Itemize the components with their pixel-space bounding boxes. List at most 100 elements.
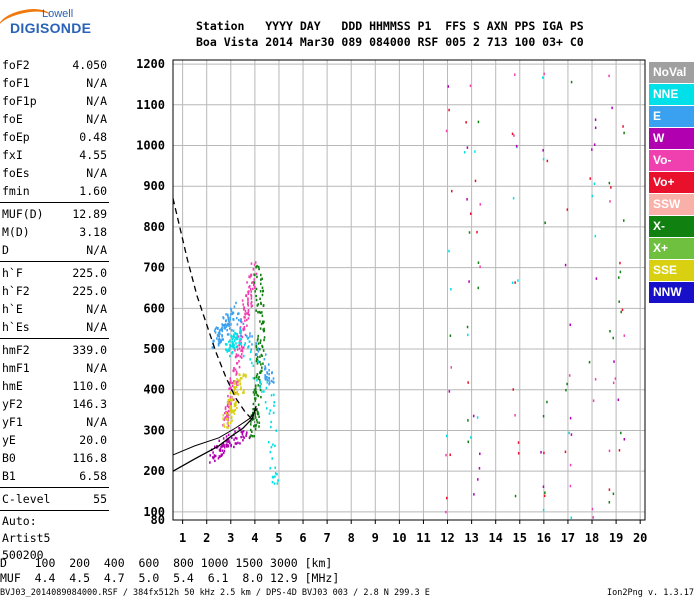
- echo-point: [472, 414, 475, 418]
- echo-point: [275, 429, 278, 432]
- echo-point: [233, 305, 236, 308]
- param-row: yF1 N/A: [0, 413, 113, 431]
- echo-point: [235, 301, 237, 305]
- param-row: MUF(D) 12.89: [0, 205, 113, 223]
- echo-point: [241, 430, 244, 434]
- echo-point: [247, 304, 250, 307]
- y-tick-label: 500: [143, 342, 165, 356]
- echo-point: [260, 395, 262, 399]
- echo-point: [255, 357, 258, 361]
- echo-point: [235, 337, 238, 341]
- echo-point: [254, 384, 257, 387]
- echo-point: [250, 300, 253, 304]
- echo-point: [236, 390, 239, 394]
- echo-point: [255, 298, 258, 302]
- param-row: foF2 4.050: [0, 56, 113, 74]
- echo-point: [251, 434, 254, 438]
- echo-point: [250, 414, 253, 417]
- echo-point: [253, 424, 256, 427]
- echo-point: [227, 349, 229, 352]
- echo-point: [254, 388, 256, 392]
- echo-point: [261, 286, 264, 289]
- echo-point: [247, 309, 250, 312]
- param-row: hmE 110.0: [0, 377, 113, 395]
- echo-point: [546, 159, 549, 163]
- muf-table: D 100 200 400 600 800 1000 1500 3000 [km…: [0, 556, 339, 586]
- echo-point: [263, 338, 265, 342]
- param-value: 225.0: [72, 266, 107, 280]
- echo-point: [217, 338, 220, 342]
- echo-point: [258, 415, 260, 418]
- echo-point: [223, 449, 226, 453]
- echo-point: [274, 444, 276, 448]
- echo-point: [467, 333, 469, 337]
- echo-point: [252, 377, 255, 380]
- param-value: N/A: [86, 112, 107, 126]
- echo-point: [251, 335, 253, 338]
- echo-point: [259, 282, 262, 286]
- echo-point: [234, 408, 237, 412]
- echo-point: [546, 400, 548, 404]
- echo-point: [591, 148, 593, 151]
- echo-point: [227, 409, 230, 413]
- param-key: M(D): [2, 225, 30, 239]
- echo-point: [259, 311, 262, 315]
- echo-point: [231, 338, 234, 341]
- echo-point: [239, 327, 241, 330]
- echo-point: [231, 419, 233, 422]
- echo-point: [218, 329, 221, 332]
- echo-point: [270, 425, 272, 429]
- echo-point: [260, 322, 263, 326]
- echo-point: [568, 431, 570, 435]
- echo-point: [262, 329, 265, 333]
- echo-point: [253, 281, 256, 284]
- echo-point: [233, 438, 235, 441]
- legend-ssw: SSW: [649, 194, 694, 215]
- echo-point: [232, 398, 235, 401]
- echo-point: [254, 261, 257, 264]
- echo-point: [226, 438, 229, 442]
- echo-point: [618, 449, 621, 452]
- echo-point: [234, 430, 236, 433]
- echo-point: [224, 343, 227, 346]
- echo-point: [244, 309, 247, 313]
- echo-point: [213, 455, 216, 459]
- param-row: B0 116.8: [0, 449, 113, 467]
- echo-point: [479, 203, 482, 206]
- echo-point: [252, 417, 255, 421]
- echo-point: [511, 281, 514, 285]
- param-key: fmin: [2, 184, 30, 198]
- echo-point: [248, 436, 251, 440]
- echo-point: [228, 402, 231, 405]
- echo-point: [614, 377, 617, 380]
- echo-point: [241, 299, 244, 302]
- echo-point: [225, 324, 228, 327]
- echo-point: [222, 317, 225, 320]
- param-value: N/A: [86, 94, 107, 108]
- param-separator: [0, 202, 109, 203]
- echo-point: [221, 449, 224, 452]
- echo-point: [477, 478, 479, 481]
- echo-point: [244, 319, 246, 322]
- echo-point: [228, 347, 231, 350]
- echo-point: [259, 290, 262, 293]
- echo-point: [234, 349, 236, 352]
- y-tick-label: 200: [143, 464, 165, 478]
- y-tick-label: 80: [151, 513, 165, 527]
- echo-point: [214, 331, 217, 334]
- echo-point: [261, 277, 263, 280]
- echo-point: [257, 265, 260, 269]
- echo-point: [263, 336, 266, 339]
- echo-point: [254, 399, 257, 402]
- echo-point: [222, 442, 225, 445]
- echo-point: [247, 345, 250, 348]
- echo-point: [220, 338, 222, 342]
- x-tick-label: 18: [585, 531, 599, 545]
- echo-point: [238, 365, 241, 369]
- echo-point: [230, 335, 233, 339]
- echo-point: [256, 353, 258, 356]
- echo-point: [514, 494, 517, 498]
- echo-point: [241, 432, 244, 436]
- echo-point: [220, 328, 222, 331]
- echo-point: [259, 297, 261, 301]
